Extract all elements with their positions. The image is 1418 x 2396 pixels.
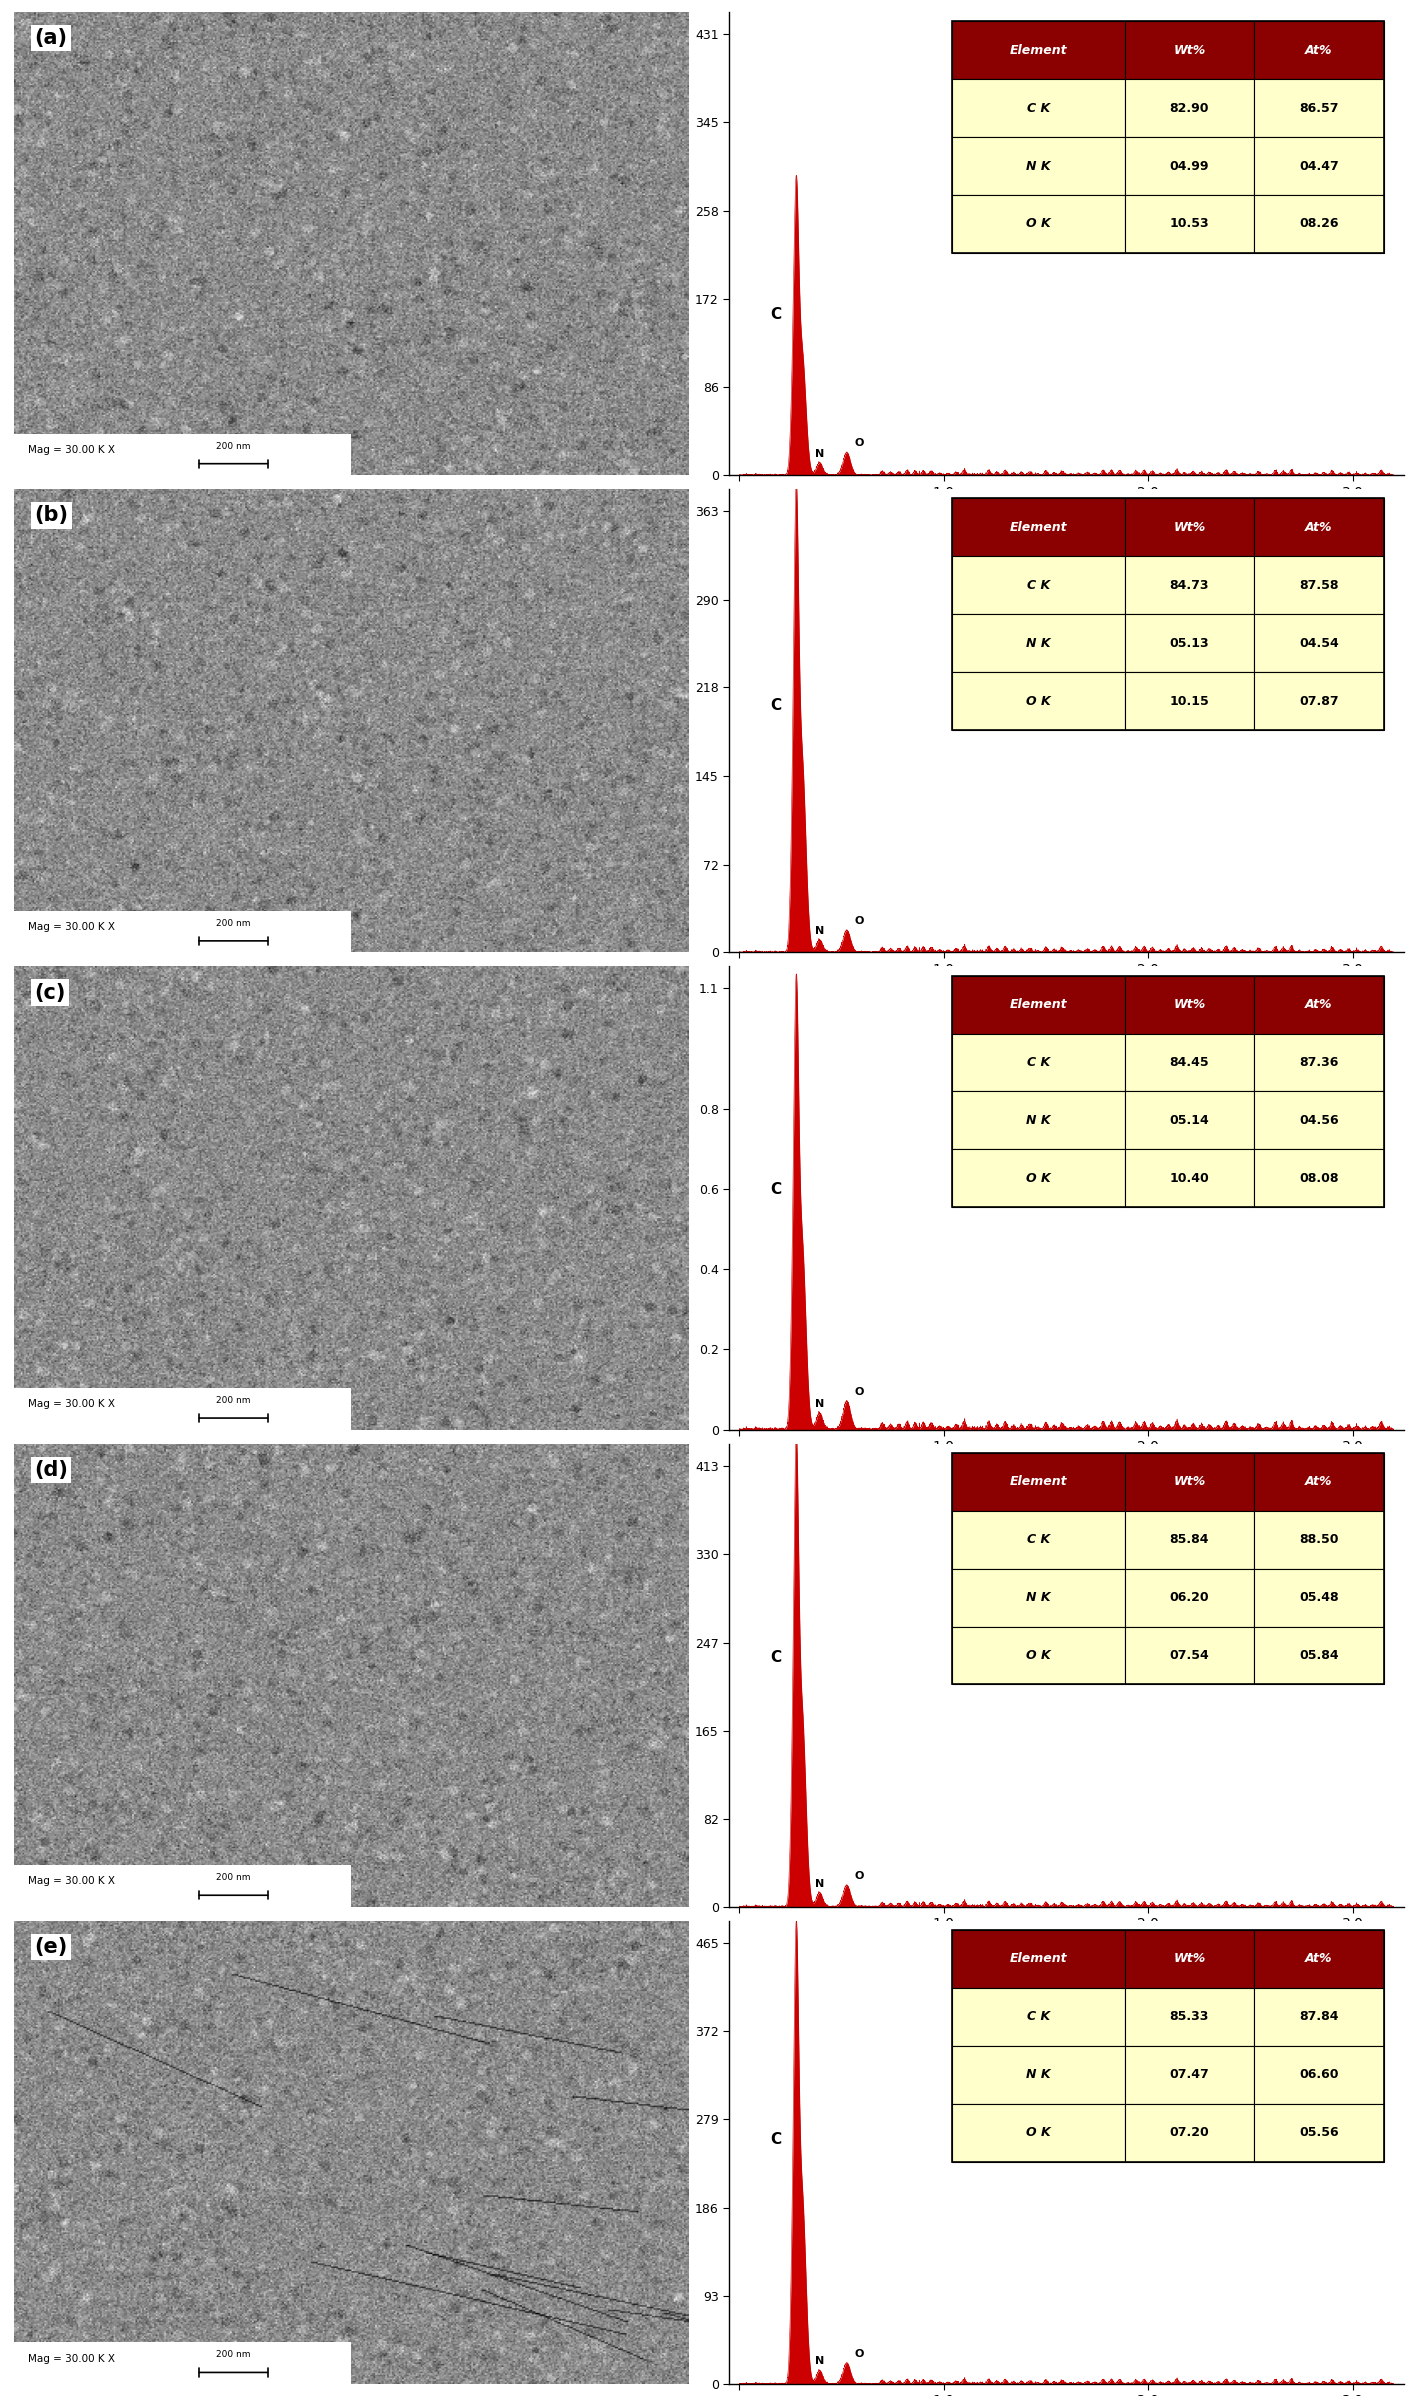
Text: O: O	[855, 915, 865, 927]
Text: O: O	[855, 2348, 865, 2358]
Text: Mag = 30.00 K X: Mag = 30.00 K X	[28, 2353, 115, 2362]
Text: Mag = 30.00 K X: Mag = 30.00 K X	[28, 922, 115, 932]
Text: O: O	[855, 1871, 865, 1881]
Text: O: O	[855, 1387, 865, 1397]
Text: (e): (e)	[34, 1936, 68, 1958]
Text: (b): (b)	[34, 506, 68, 525]
Text: N: N	[815, 2355, 824, 2367]
Text: 200 nm: 200 nm	[216, 441, 251, 450]
Text: (a): (a)	[34, 29, 68, 48]
Text: Mag = 30.00 K X: Mag = 30.00 K X	[28, 1399, 115, 1409]
Text: O: O	[855, 438, 865, 448]
Text: C: C	[770, 697, 781, 712]
Text: 200 nm: 200 nm	[216, 2350, 251, 2360]
Bar	[14, 1387, 352, 1430]
Text: (d): (d)	[34, 1459, 68, 1481]
Text: Mag = 30.00 K X: Mag = 30.00 K X	[28, 1876, 115, 1886]
Bar	[14, 2343, 352, 2384]
Bar	[14, 1864, 352, 1907]
Text: N: N	[815, 925, 824, 937]
Text: N: N	[815, 1399, 824, 1409]
Text: C: C	[770, 1651, 781, 1665]
Text: N: N	[815, 1878, 824, 1888]
Text: C: C	[770, 307, 781, 321]
Text: 200 nm: 200 nm	[216, 1874, 251, 1883]
Text: 200 nm: 200 nm	[216, 1397, 251, 1404]
Text: 200 nm: 200 nm	[216, 920, 251, 927]
Text: C: C	[770, 1181, 781, 1198]
Bar	[14, 910, 352, 954]
Text: N: N	[815, 448, 824, 458]
Text: Mag = 30.00 K X: Mag = 30.00 K X	[28, 446, 115, 455]
Bar	[14, 434, 352, 474]
Text: C: C	[770, 2132, 781, 2147]
Text: (c): (c)	[34, 982, 65, 1002]
